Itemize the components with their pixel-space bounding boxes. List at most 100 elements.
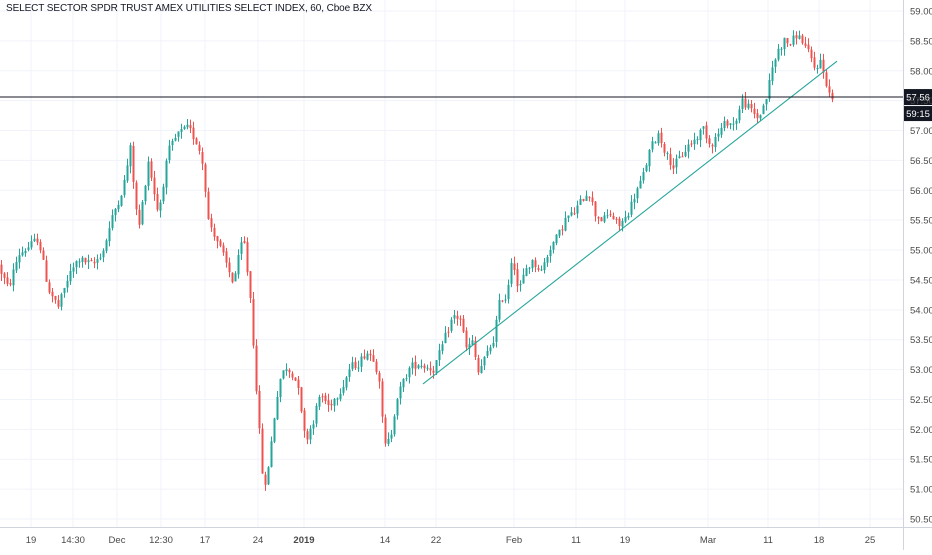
candle-body xyxy=(351,362,354,369)
candle-body xyxy=(699,129,702,141)
candle-body xyxy=(426,367,429,369)
candle-body xyxy=(612,215,615,220)
candle-body xyxy=(90,260,93,262)
candle-body xyxy=(522,274,525,284)
candle-body xyxy=(801,35,804,44)
candle-body xyxy=(558,229,561,236)
candle-body xyxy=(168,145,171,161)
candle-body xyxy=(261,428,264,474)
candle-body xyxy=(621,220,624,227)
candle-body xyxy=(360,356,363,367)
candle-body xyxy=(543,262,546,271)
candle-body xyxy=(399,386,402,399)
candle-body xyxy=(534,260,537,268)
candle-body xyxy=(444,332,447,344)
candle-body xyxy=(69,270,72,282)
candle-body xyxy=(486,350,489,356)
candle-body xyxy=(159,202,162,211)
candle-body xyxy=(0,264,3,274)
candle-body xyxy=(768,80,771,99)
candle-body xyxy=(240,242,243,254)
candle-body xyxy=(15,261,18,271)
candle-body xyxy=(465,330,468,348)
candle-body xyxy=(138,209,141,225)
candle-body xyxy=(804,43,807,46)
x-tick-label: 22 xyxy=(431,535,442,546)
candle-body xyxy=(144,185,147,202)
candle-body xyxy=(420,365,423,367)
candle-body xyxy=(579,199,582,205)
candle-body xyxy=(171,140,174,146)
candle-body xyxy=(321,396,324,398)
candle-body xyxy=(423,365,426,369)
candle-body xyxy=(480,365,483,374)
candle-body xyxy=(780,48,783,50)
candle-body xyxy=(429,368,432,371)
candle-body xyxy=(180,129,183,132)
candle-body xyxy=(504,299,507,301)
y-tick-label: 57.50 xyxy=(910,96,932,107)
candle-body xyxy=(666,152,669,154)
candle-body xyxy=(195,138,198,145)
candle-body xyxy=(555,234,558,244)
candle-body xyxy=(105,240,108,251)
candle-body xyxy=(366,353,369,360)
candle-body xyxy=(636,188,639,199)
candle-body xyxy=(453,315,456,319)
candle-body xyxy=(681,156,684,158)
candle-body xyxy=(123,179,126,196)
candle-body xyxy=(3,273,6,278)
x-tick-label: 14:30 xyxy=(61,535,85,546)
candle-body xyxy=(729,123,732,125)
candle-body xyxy=(126,165,129,181)
candle-body xyxy=(81,257,84,263)
candle-body xyxy=(24,250,27,254)
candle-body xyxy=(693,139,696,145)
candle-body xyxy=(687,144,690,152)
y-tick-label: 52.00 xyxy=(910,425,932,436)
candle-body xyxy=(42,250,45,260)
candle-body xyxy=(630,201,633,215)
y-tick-label: 52.50 xyxy=(910,395,932,406)
candle-body xyxy=(174,137,177,141)
grid xyxy=(0,0,903,527)
candle-body xyxy=(624,216,627,222)
candle-body xyxy=(282,370,285,379)
candle-body xyxy=(744,98,747,108)
candle-body xyxy=(600,217,603,222)
countdown-label: 59:15 xyxy=(906,109,930,120)
overlays: 57.56 59:15 xyxy=(0,60,932,385)
candle-body xyxy=(606,215,609,217)
candle-body xyxy=(498,299,501,320)
candle-body xyxy=(483,356,486,366)
candle-body xyxy=(228,262,231,273)
x-tick-label: Dec xyxy=(109,535,126,546)
y-tick-label: 59.00 xyxy=(910,7,932,18)
candle-body xyxy=(288,369,291,373)
candle-body xyxy=(510,262,513,284)
candle-body xyxy=(573,213,576,215)
candle-body xyxy=(111,215,114,229)
trend-line xyxy=(422,60,838,385)
candle-body xyxy=(306,431,309,440)
candle-body xyxy=(75,260,78,268)
x-tick-label: 24 xyxy=(253,535,264,546)
candle-body xyxy=(765,99,768,105)
y-tick-label: 56.50 xyxy=(910,156,932,167)
chart-title: SELECT SECTOR SPDR TRUST AMEX UTILITIES … xyxy=(6,3,372,14)
candle-body xyxy=(225,251,228,263)
candle-body xyxy=(537,268,540,270)
candle-body xyxy=(711,144,714,147)
candle-body xyxy=(813,57,816,68)
candle-body xyxy=(570,212,573,216)
candle-body xyxy=(378,373,381,382)
candle-body xyxy=(774,59,777,67)
candle-body xyxy=(147,161,150,186)
candle-body xyxy=(270,441,273,467)
candle-body xyxy=(87,260,90,262)
candle-body xyxy=(435,360,438,373)
candle-body xyxy=(492,342,495,347)
candle-body xyxy=(156,193,159,210)
